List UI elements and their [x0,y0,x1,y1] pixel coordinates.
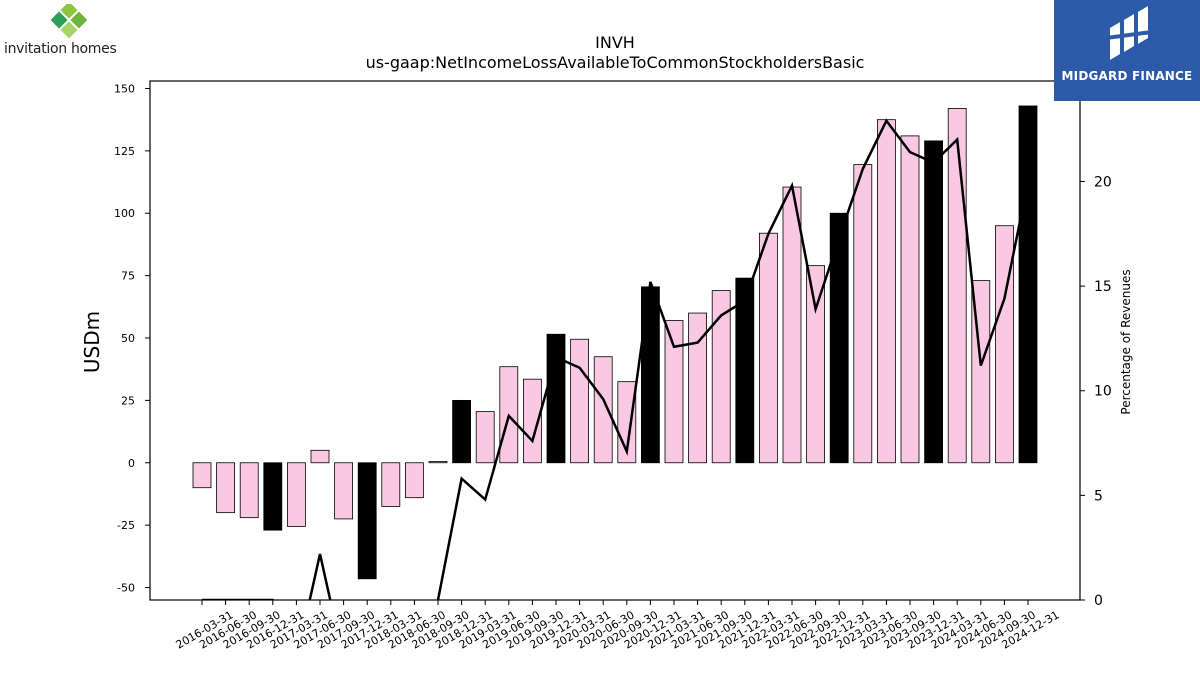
bar-2018-09-30 [428,461,448,464]
bar-2019-09-30 [523,378,542,464]
bar-2022-03-31 [759,232,778,464]
y-tick-label: 125 [114,145,135,158]
bar-2021-03-31 [664,320,684,464]
bar-2020-03-31 [570,338,589,464]
bar-2019-03-31 [475,411,495,464]
y-tick-label: -25 [117,519,135,532]
bar-2023-09-30 [900,135,920,464]
bar-2023-12-31 [924,140,943,464]
bar-2024-09-30 [995,225,1014,464]
bar-2021-12-31 [735,277,755,464]
y2-tick-label: 5 [1094,488,1103,504]
percentage-line-segment [308,553,332,600]
y-tick-label: 150 [114,82,135,95]
axes-group: -50-250255075100125150051015202016-03-31… [114,82,1112,651]
y-axis-label: USDm [80,311,104,373]
bar-2019-12-31 [546,333,566,464]
bar-2024-12-31 [1018,105,1038,464]
bar-2024-03-31 [947,108,967,464]
bars-group [192,105,1038,580]
bar-2021-06-30 [688,312,707,464]
y-tick-label: 25 [121,394,135,407]
watermark-logo: MIDGARD FINANCE [1054,0,1200,101]
bar-2022-09-30 [806,265,825,464]
y2-tick-label: 20 [1094,174,1112,190]
bar-2018-12-31 [452,399,472,464]
y2-axis-label: Percentage of Revenues [1119,269,1133,414]
bar-2017-06-30 [310,449,330,464]
watermark-text: MIDGARD FINANCE [1061,69,1193,83]
y-tick-label: 100 [114,207,135,220]
y2-tick-label: 10 [1094,384,1112,400]
bar-2017-03-31 [286,462,306,527]
y-tick-label: 50 [121,332,135,345]
company-logo-text: invitation homes [4,41,117,57]
midgard-logo-icon [1106,6,1152,60]
bar-2016-12-31 [263,462,283,531]
bar-2020-12-31 [641,286,660,464]
y2-tick-label: 0 [1094,593,1103,609]
bar-2023-06-30 [877,119,896,464]
bar-2016-06-30 [216,462,236,514]
percentage-line-segment [436,118,1030,600]
chart-subtitle: us-gaap:NetIncomeLossAvailableToCommonSt… [366,53,865,72]
bar-2016-03-31 [192,462,212,489]
plot-frame [149,80,1081,601]
bar-2017-12-31 [357,462,377,580]
bar-2021-09-30 [711,290,731,464]
bar-2020-06-30 [593,356,613,464]
bar-2017-09-30 [334,462,354,520]
bar-2022-06-30 [782,186,802,464]
y-tick-label: -50 [117,582,135,595]
company-logo-icon [50,4,88,39]
y2-tick-label: 15 [1094,279,1112,295]
line-group [202,118,1030,600]
bar-2018-03-31 [381,462,401,507]
bar-2023-03-31 [853,164,873,464]
y-tick-label: 0 [128,457,135,470]
bar-2022-12-31 [829,212,849,464]
bar-2016-09-30 [239,462,259,519]
bar-2018-06-30 [404,462,424,499]
chart-title: INVH [595,33,635,52]
y-tick-label: 75 [121,270,135,283]
